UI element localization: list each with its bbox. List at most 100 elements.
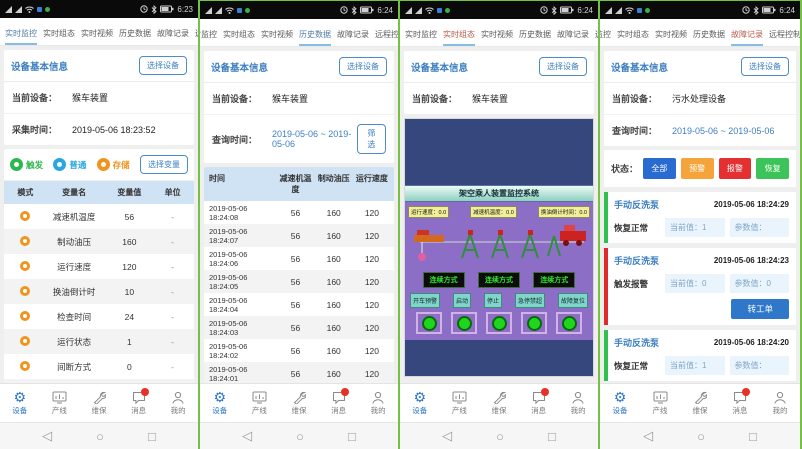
tab-realtime-monitor[interactable]: 实时监控 — [200, 30, 217, 39]
estop-button[interactable]: 急停禁超 — [514, 293, 545, 308]
create-work-order-button[interactable]: 转工单 — [731, 299, 789, 319]
alarm-clock-icon — [540, 6, 549, 14]
filter-button[interactable]: 筛选 — [356, 124, 386, 154]
status-warning-button[interactable]: 预警 — [680, 158, 714, 179]
nav-production-line[interactable]: 产线 — [240, 384, 280, 422]
select-device-button[interactable]: 选择设备 — [139, 56, 187, 75]
stop-button[interactable]: 停止 — [483, 293, 502, 308]
android-back-button[interactable]: ◁ — [442, 428, 453, 443]
status-all-button[interactable]: 全部 — [643, 158, 676, 179]
tab-fault-record[interactable]: 故障记录 — [337, 30, 369, 39]
nav-device[interactable]: ⚙ 设备 — [600, 384, 640, 422]
nav-production-line[interactable]: 产线 — [640, 384, 680, 422]
android-home-button[interactable]: ○ — [697, 428, 705, 444]
table-row: 2019-05-06 18:24:04 56 160 120 — [204, 293, 394, 316]
nav-messages[interactable]: 消息 — [519, 384, 559, 422]
tab-realtime-monitor[interactable]: 实时监控 — [600, 30, 611, 39]
time-cell: 2019-05-06 18:24:06 — [209, 249, 248, 268]
fault-time: 2019-05-06 18:24:23 — [713, 256, 789, 265]
android-home-button[interactable]: ○ — [496, 428, 504, 444]
nav-messages[interactable]: 消息 — [319, 384, 359, 422]
android-recents-button[interactable]: □ — [749, 428, 757, 444]
android-home-button[interactable]: ○ — [96, 428, 104, 444]
nav-production-line[interactable]: 产线 — [40, 384, 80, 422]
nav-profile[interactable]: 我的 — [558, 384, 598, 422]
query-time-range[interactable]: 2019-05-06 ~ 2019-05-06 — [272, 129, 352, 149]
notification-icon — [237, 7, 242, 13]
android-back-button[interactable]: ◁ — [242, 428, 253, 443]
tab-history-data[interactable]: 历史数据 — [519, 30, 551, 39]
filter-storage[interactable]: 存储 — [96, 158, 130, 171]
android-recents-button[interactable]: □ — [148, 428, 156, 444]
tab-realtime-video[interactable]: 实时视频 — [81, 29, 113, 38]
query-time-range[interactable]: 2019-05-06 ~ 2019-05-06 — [672, 125, 775, 136]
select-device-button[interactable]: 选择设备 — [539, 57, 587, 76]
filter-normal[interactable]: 普通 — [53, 158, 86, 171]
tab-realtime-config[interactable]: 实时组态 — [443, 22, 475, 46]
query-time-label: 查询时间： — [612, 126, 658, 136]
scada-canvas: 运行速度：0.0 减速机温度：0.0 换油倒计时间：0.0 — [405, 202, 593, 340]
status-alarm-button[interactable]: 报警 — [718, 158, 752, 179]
time-cell: 2019-05-06 18:24:05 — [209, 272, 248, 291]
nav-maintenance[interactable]: 维保 — [279, 384, 319, 422]
nav-messages[interactable]: 消息 — [720, 384, 760, 422]
tab-remote-control[interactable]: 远程控制 — [375, 30, 398, 39]
brake-pressure-cell: 160 — [326, 230, 341, 241]
tab-realtime-config[interactable]: 实时组态 — [617, 30, 649, 39]
storage-mode-icon — [20, 260, 31, 271]
android-recents-button[interactable]: □ — [548, 428, 556, 444]
tab-remote-control[interactable]: 远程控制 — [769, 30, 800, 39]
tab-remote-control[interactable]: 远程控制 — [195, 21, 198, 45]
nav-profile[interactable]: 我的 — [760, 384, 800, 422]
nav-device[interactable]: ⚙ 设备 — [400, 384, 440, 422]
fault-reset-button[interactable]: 故障复位 — [557, 293, 588, 308]
run-speed-cell: 120 — [364, 276, 379, 287]
nav-profile[interactable]: 我的 — [158, 384, 198, 422]
tab-fault-record[interactable]: 故障记录 — [157, 29, 189, 38]
current-value: 1 — [702, 361, 707, 370]
time-cell: 2019-05-06 18:24:04 — [209, 295, 248, 314]
tab-realtime-monitor[interactable]: 实时监控 — [405, 30, 437, 39]
android-back-button[interactable]: ◁ — [42, 428, 53, 443]
tab-history-data[interactable]: 历史数据 — [119, 29, 151, 38]
android-home-button[interactable]: ○ — [296, 428, 304, 444]
signal-icon — [205, 6, 212, 14]
select-device-button[interactable]: 选择设备 — [741, 57, 789, 76]
nav-maintenance[interactable]: 维保 — [479, 384, 519, 422]
nav-maintenance[interactable]: 维保 — [79, 384, 119, 422]
tab-fault-record[interactable]: 故障记录 — [731, 22, 763, 46]
tab-fault-record[interactable]: 故障记录 — [557, 30, 589, 39]
tab-history-data[interactable]: 历史数据 — [299, 22, 331, 46]
scada-mode-indicators: 连续方式 连续方式 连续方式 — [408, 272, 590, 288]
battery-icon — [160, 5, 174, 13]
select-device-button[interactable]: 选择设备 — [339, 57, 387, 76]
filter-trigger[interactable]: 触发 — [10, 158, 43, 171]
fault-time: 2019-05-06 18:24:20 — [713, 338, 789, 347]
battery-icon — [360, 6, 374, 14]
notification-icon — [245, 7, 250, 13]
tab-realtime-video[interactable]: 实时视频 — [655, 30, 687, 39]
table-row: 运行状态 1 - — [4, 329, 194, 354]
page-content: 设备基本信息 选择设备 当前设备： 猴车装置 查询时间： 2019-05-06 … — [200, 47, 398, 383]
nav-device[interactable]: ⚙ 设备 — [200, 384, 240, 422]
tab-remote-control[interactable]: 远程控制 — [595, 22, 598, 46]
nav-device[interactable]: ⚙ 设备 — [0, 384, 40, 422]
storage-mode-icon — [20, 310, 31, 321]
fault-card-recovered: 手动反洗泵 2019-05-06 18:24:20 恢复正常 当前值：1 参数值： — [604, 330, 796, 381]
tab-realtime-monitor[interactable]: 实时监控 — [5, 21, 37, 45]
start-button[interactable]: 启动 — [452, 293, 471, 308]
tab-history-data[interactable]: 历史数据 — [693, 30, 725, 39]
android-back-button[interactable]: ◁ — [643, 428, 654, 443]
nav-production-line[interactable]: 产线 — [440, 384, 480, 422]
tab-realtime-config[interactable]: 实时组态 — [43, 29, 75, 38]
status-recover-button[interactable]: 恢复 — [756, 158, 790, 179]
android-recents-button[interactable]: □ — [348, 428, 356, 444]
tab-realtime-video[interactable]: 实时视频 — [481, 30, 513, 39]
nav-profile[interactable]: 我的 — [358, 384, 398, 422]
nav-messages[interactable]: 消息 — [119, 384, 159, 422]
start-warning-button[interactable]: 开车预警 — [410, 293, 441, 308]
nav-maintenance[interactable]: 维保 — [680, 384, 720, 422]
tab-realtime-config[interactable]: 实时组态 — [223, 30, 255, 39]
tab-realtime-video[interactable]: 实时视频 — [261, 30, 293, 39]
select-variable-button[interactable]: 选择变量 — [139, 155, 188, 174]
